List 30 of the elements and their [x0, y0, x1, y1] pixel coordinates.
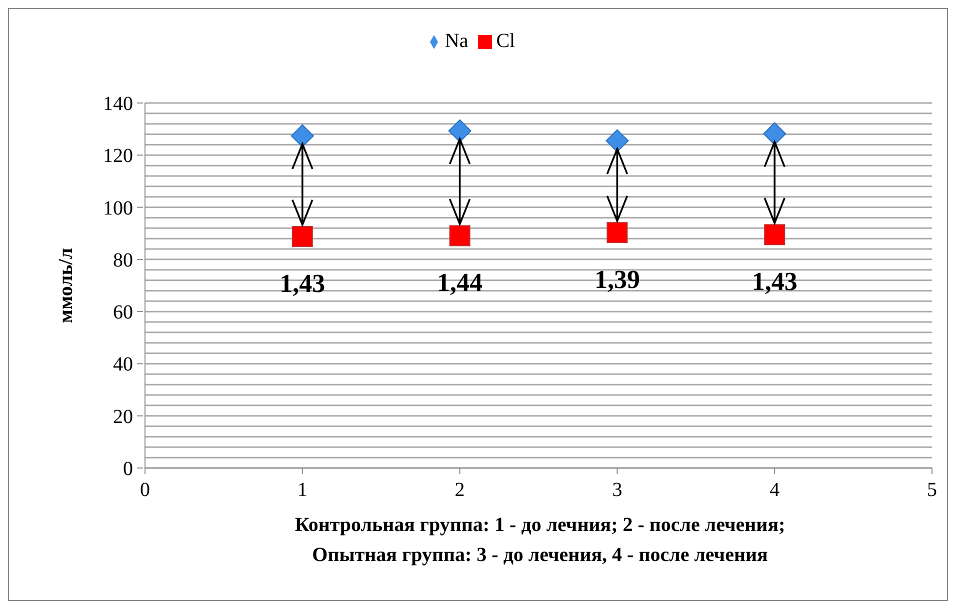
x-tick-label: 5 — [927, 479, 937, 501]
point — [449, 225, 470, 246]
x-axis-title: Контрольная группа: 1 - до лечния; 2 - после лечения; Опытная группа: 3 - до лечения, 4 - после лечения — [294, 513, 786, 568]
y-tick-label: 40 — [113, 354, 133, 376]
legend-label: Na — [444, 30, 468, 52]
annotation: 1,39 — [594, 265, 640, 294]
y-tick-label: 140 — [103, 93, 133, 115]
y-tick-label: 120 — [103, 145, 133, 168]
y-axis-title: ммоль/л — [55, 248, 78, 324]
x-tick-label: 1 — [297, 479, 308, 501]
x-tick-label: 3 — [612, 479, 622, 501]
x-tick-label: 2 — [454, 479, 465, 501]
point — [764, 224, 786, 246]
x-tick-label: 0 — [140, 479, 150, 501]
legend-label: Cl — [496, 30, 516, 52]
y-tick-label: 60 — [113, 302, 133, 324]
point — [763, 122, 786, 146]
point — [292, 226, 313, 247]
x-tick-label: 4 — [770, 479, 780, 501]
annotation: 1,44 — [437, 268, 483, 298]
point — [290, 124, 314, 148]
y-tick-label: 100 — [103, 197, 133, 220]
point — [606, 129, 629, 152]
annotation: 1,43 — [280, 268, 326, 298]
y-tick-label: 20 — [113, 406, 133, 428]
y-tick-label: 80 — [113, 249, 133, 272]
point — [606, 222, 628, 244]
annotation: 1,43 — [752, 267, 798, 296]
point — [448, 119, 472, 142]
y-tick-label: 0 — [123, 458, 133, 480]
